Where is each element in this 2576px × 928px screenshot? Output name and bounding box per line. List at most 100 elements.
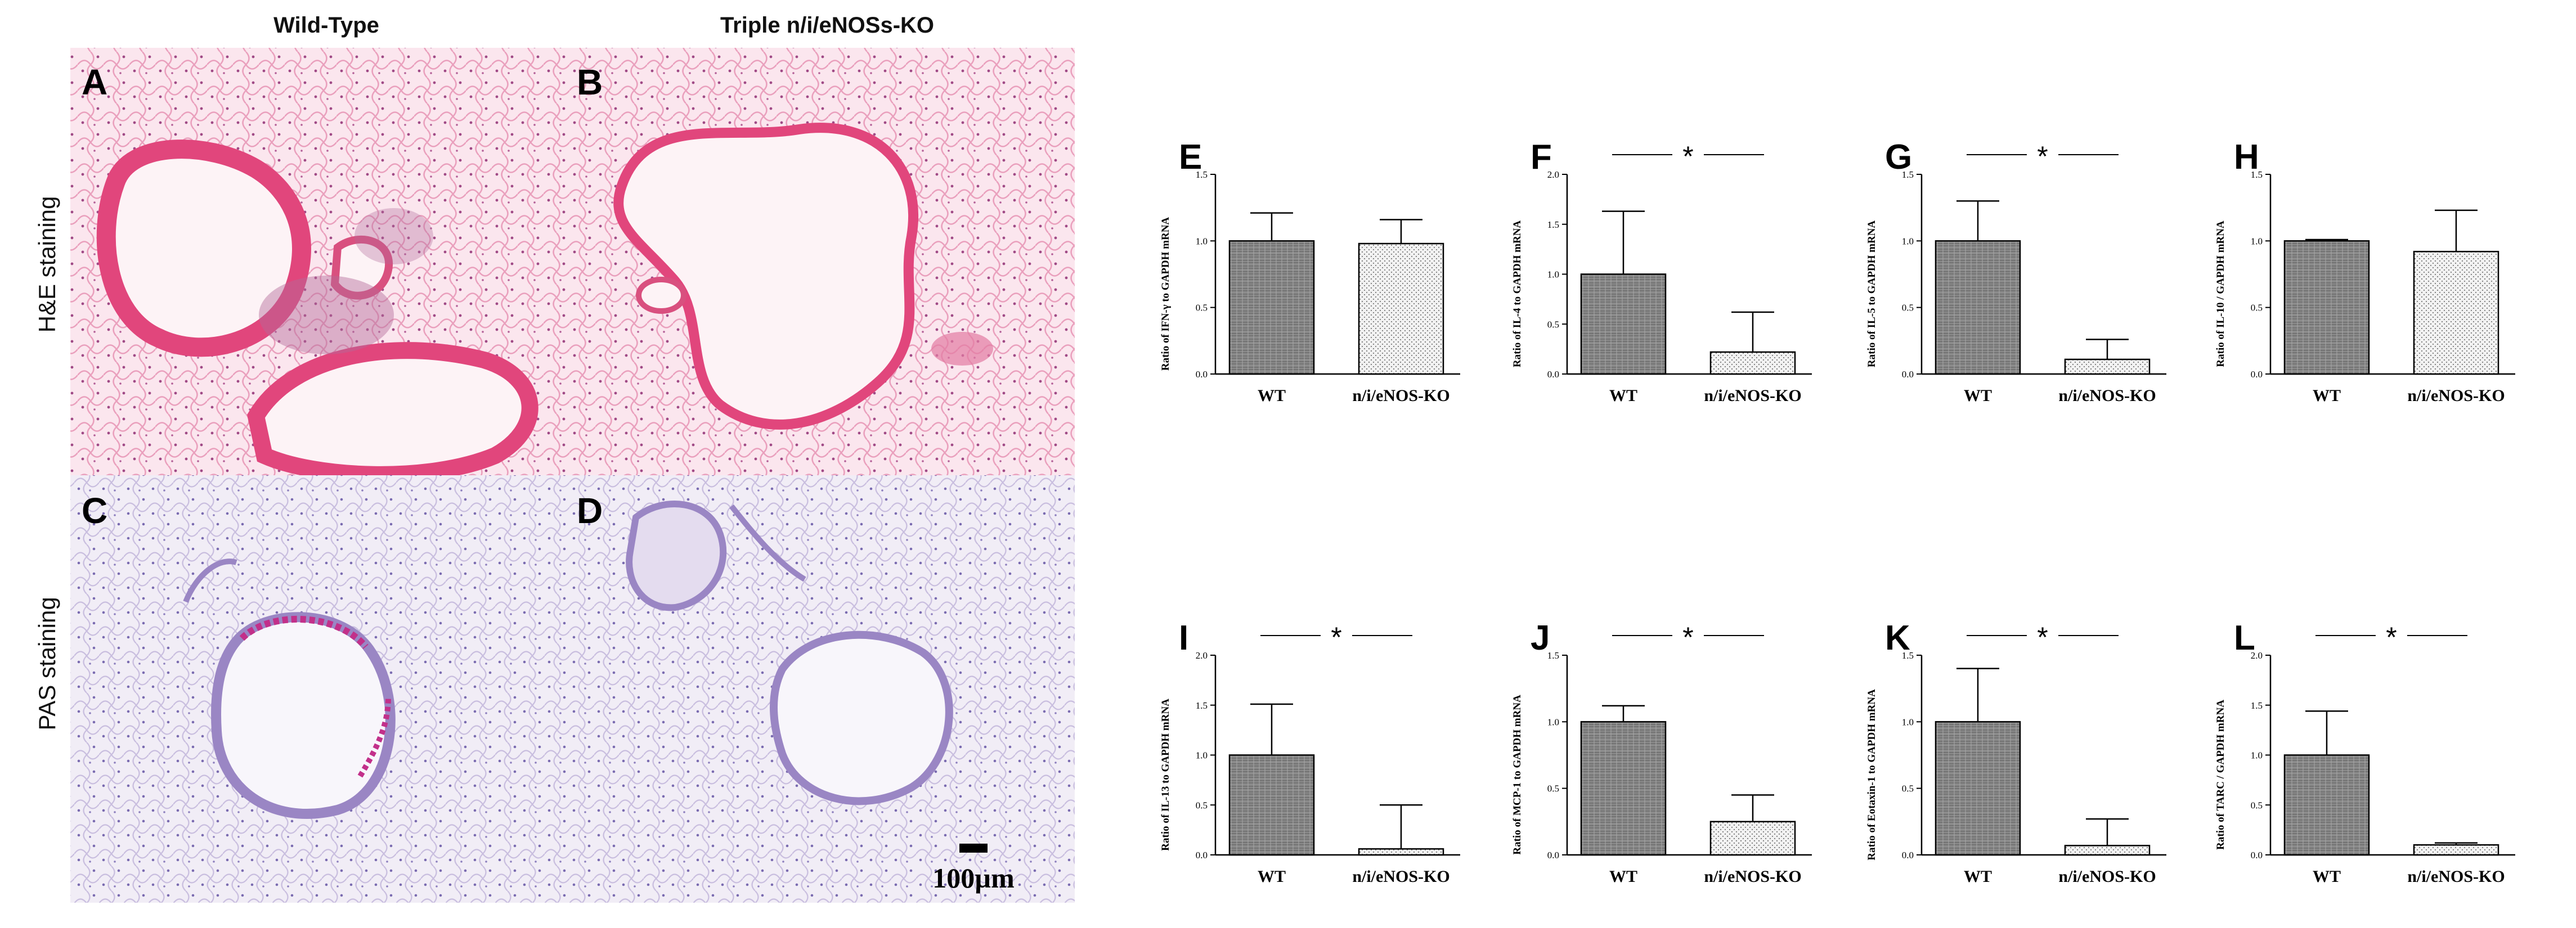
micrograph-panel-a (70, 48, 571, 483)
chart-bar-ko (1358, 242, 1444, 375)
bar-charts: E Ratio of IFN-γ to GAPDH mRNA 0.0 0.5 1.0 1.… (1160, 138, 2515, 886)
chart-y-tick-label: 1.5 (1196, 700, 1208, 711)
chart-y-tick-label: 0.0 (1547, 850, 1559, 861)
chart-y-tick-label: 1.0 (2251, 236, 2263, 246)
chart-e: E Ratio of IFN-γ to GAPDH mRNA 0.0 0.5 1.0 1.… (1160, 138, 1460, 405)
chart-k: K Ratio of Eotaxin-1 to GAPDH mRNA 0.0 0.5 1… (1866, 619, 2166, 886)
chart-y-tick-label: 0.5 (2251, 303, 2263, 313)
chart-y-tick-label: 1.5 (1547, 219, 1559, 230)
row-label-pas-staining: PAS staining (34, 597, 60, 730)
chart-category-label: WT (1609, 867, 1637, 886)
micrograph-panel-b (571, 48, 1075, 475)
chart-bar-ko (2413, 844, 2499, 856)
chart-y-tick-label: 1.0 (1547, 269, 1559, 280)
chart-y-tick-label: 1.0 (2251, 750, 2263, 761)
chart-y-tick-label: 0.0 (2251, 369, 2263, 380)
chart-bar-wt (1228, 754, 1315, 856)
chart-y-tick-label: 2.0 (2251, 650, 2263, 661)
row-label-he-staining: H&E staining (34, 196, 60, 333)
panel-letter-d: D (577, 490, 603, 531)
chart-y-tick-label: 0.0 (1547, 369, 1559, 380)
column-title-wild-type: Wild-Type (273, 13, 379, 38)
chart-y-tick-label: 0.0 (1902, 369, 1914, 380)
chart-y-axis-label: Ratio of Eotaxin-1 to GAPDH mRNA (1866, 689, 1878, 861)
chart-y-tick-label: 1.5 (1902, 169, 1914, 180)
chart-letter-f: F (1531, 138, 1552, 177)
chart-bar-ko (1709, 351, 1796, 375)
chart-y-tick-label: 1.0 (1902, 717, 1914, 727)
chart-bar-ko (1358, 848, 1444, 856)
chart-y-tick-label: 2.0 (1196, 650, 1208, 661)
chart-y-tick-label: 0.5 (1196, 800, 1208, 810)
panel-letter-a: A (82, 62, 107, 102)
chart-category-label: WT (1609, 386, 1637, 405)
chart-y-axis-label: Ratio of IL-13 to GAPDH mRNA (1160, 699, 1172, 851)
chart-category-label: WT (2313, 386, 2341, 405)
micrograph-panel-c (70, 475, 571, 903)
chart-y-tick-label: 0.5 (1547, 319, 1559, 330)
chart-category-label: WT (1258, 386, 1286, 405)
significance-asterisk: * (2037, 141, 2048, 172)
chart-category-label: WT (1964, 867, 1992, 886)
scale-bar-label: 100µm (932, 862, 1014, 894)
chart-letter-g: G (1885, 138, 1912, 177)
chart-y-tick-label: 1.0 (1196, 750, 1208, 761)
chart-letter-k: K (1885, 619, 1910, 657)
significance-asterisk: * (1682, 621, 1693, 653)
chart-bar-wt (1580, 273, 1667, 375)
chart-category-label: n/i/eNOS-KO (2407, 867, 2505, 886)
chart-bar-wt (1935, 240, 2021, 375)
chart-y-tick-label: 0.5 (1902, 783, 1914, 794)
chart-y-axis-label: Ratio of IL-10 / GAPDH mRNA (2215, 220, 2227, 367)
chart-h: H Ratio of IL-10 / GAPDH mRNA 0.0 0.5 1.0 1.5… (2215, 138, 2515, 405)
chart-f: F Ratio of IL-4 to GAPDH mRNA 0.0 0.5 1.0 1.5… (1511, 138, 1812, 405)
chart-y-tick-label: 0.5 (1902, 303, 1914, 313)
chart-letter-e: E (1179, 138, 1202, 177)
chart-category-label: n/i/eNOS-KO (1704, 867, 1801, 886)
chart-bar-ko (2064, 845, 2151, 856)
chart-g: G Ratio of IL-5 to GAPDH mRNA 0.0 0.5 1.0 1.5… (1866, 138, 2166, 405)
chart-bar-ko (1709, 821, 1796, 856)
chart-y-axis-label: Ratio of MCP-1 to GAPDH mRNA (1511, 695, 1523, 855)
chart-bar-ko (2064, 358, 2151, 375)
significance-asterisk: * (1331, 621, 1341, 653)
chart-category-label: WT (1964, 386, 1992, 405)
significance-asterisk: * (2386, 621, 2397, 653)
chart-category-label: n/i/eNOS-KO (1352, 867, 1449, 886)
chart-y-tick-label: 2.0 (1547, 169, 1559, 180)
chart-y-axis-label: Ratio of IL-4 to GAPDH mRNA (1511, 220, 1523, 368)
chart-bar-wt (2283, 240, 2370, 375)
chart-y-tick-label: 1.0 (1902, 236, 1914, 246)
chart-bar-wt (1580, 721, 1667, 856)
significance-asterisk: * (1682, 141, 1693, 172)
chart-letter-i: I (1179, 619, 1188, 657)
panel-letter-c: C (82, 490, 107, 531)
chart-i: I Ratio of IL-13 to GAPDH mRNA 0.0 0.5 1.0 1.… (1160, 619, 1460, 886)
chart-y-tick-label: 0.0 (1196, 850, 1208, 861)
column-title-triple-ko: Triple n/i/eNOSs-KO (720, 13, 934, 38)
chart-y-tick-label: 0.0 (1902, 850, 1914, 861)
chart-y-tick-label: 0.5 (2251, 800, 2263, 810)
chart-j: J Ratio of MCP-1 to GAPDH mRNA 0.0 0.5 1.0 1.… (1511, 619, 1812, 886)
micrograph-panel-d (571, 475, 1075, 903)
significance-asterisk: * (2037, 621, 2048, 653)
chart-y-tick-label: 1.5 (1547, 650, 1559, 661)
chart-category-label: n/i/eNOS-KO (1352, 386, 1449, 405)
chart-letter-l: L (2234, 619, 2255, 657)
chart-y-axis-label: Ratio of IFN-γ to GAPDH mRNA (1160, 217, 1172, 371)
chart-bar-wt (1228, 240, 1315, 375)
chart-y-tick-label: 0.0 (2251, 850, 2263, 861)
chart-y-tick-label: 1.5 (2251, 700, 2263, 711)
chart-letter-j: J (1531, 619, 1550, 657)
chart-y-tick-label: 1.5 (1196, 169, 1208, 180)
chart-category-label: n/i/eNOS-KO (2058, 386, 2156, 405)
chart-category-label: WT (2313, 867, 2341, 886)
chart-y-tick-label: 1.5 (1902, 650, 1914, 661)
chart-category-label: n/i/eNOS-KO (1704, 386, 1801, 405)
scale-bar (959, 844, 988, 853)
chart-bar-ko (2413, 251, 2499, 375)
chart-bar-wt (2283, 754, 2370, 856)
chart-bar-wt (1935, 721, 2021, 856)
chart-l: L Ratio of TARC / GAPDH mRNA 0.0 0.5 1.0 1.5 2… (2215, 619, 2515, 886)
